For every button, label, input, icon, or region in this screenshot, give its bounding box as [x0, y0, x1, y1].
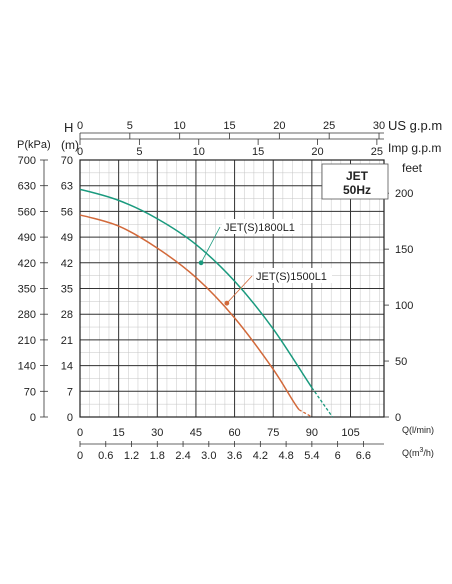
feet-tick-label: 150: [395, 244, 413, 256]
series-leader-line: [200, 226, 221, 263]
imp-gpm-tick-label: 0: [77, 146, 83, 158]
pressure-tick-label: 280: [18, 309, 36, 321]
grid: [79, 159, 385, 418]
flow-m3h-tick-label: 3.6: [227, 450, 242, 462]
us-gpm-tick-label: 5: [127, 120, 133, 132]
flow-m3h-tick-label: 4.8: [278, 450, 293, 462]
flow-l-min-tick-label: 105: [341, 427, 359, 439]
pressure-tick-label: 350: [18, 284, 36, 296]
axes: 0714212835424956637007014021028035042049…: [18, 120, 414, 462]
series-label-bg: [254, 268, 332, 283]
performance-curves: JET(S)1800L1 JET(S)1500L1: [79, 188, 334, 418]
us-gpm-tick-label: 10: [174, 120, 186, 132]
feet-tick-label: 100: [395, 300, 413, 312]
head-tick-label: 63: [61, 181, 73, 193]
model-badge-line2: 50Hz: [343, 183, 371, 197]
pressure-tick-label: 210: [18, 335, 36, 347]
imp-gpm-axis-title: Imp g.p.m: [388, 141, 441, 155]
pressure-tick-label: 490: [18, 232, 36, 244]
imp-gpm-tick-label: 20: [311, 146, 323, 158]
imp-gpm-tick-label: 5: [136, 146, 142, 158]
imp-gpm-tick-label: 10: [193, 146, 205, 158]
pressure-tick-label: 140: [18, 361, 36, 373]
pressure-tick-label: 420: [18, 258, 36, 270]
flow-m3h-tick-label: 4.2: [253, 450, 268, 462]
flow-m3h-tick-label: 2.4: [175, 450, 190, 462]
series-label-bg: [222, 219, 300, 234]
curve-tail-dashed: [298, 409, 313, 418]
us-gpm-tick-label: 25: [323, 120, 335, 132]
pressure-axis-title: P(kPa): [17, 139, 51, 151]
head-axis-title-h: H: [64, 120, 73, 135]
flow-l-min-tick-label: 75: [267, 427, 279, 439]
flow-m3h-tick-label: 0: [77, 450, 83, 462]
us-gpm-tick-label: 15: [223, 120, 235, 132]
curve-tail-dashed: [311, 387, 334, 418]
head-tick-label: 56: [61, 206, 73, 218]
us-gpm-axis-title: US g.p.m: [388, 118, 442, 133]
head-axis-title-m: (m): [61, 138, 79, 152]
flow-l-min-tick-label: 0: [77, 427, 83, 439]
pressure-tick-label: 700: [18, 155, 36, 167]
flow-m3h-tick-label: 6.6: [356, 450, 371, 462]
feet-tick-label: 50: [395, 356, 407, 368]
pressure-tick-label: 560: [18, 206, 36, 218]
head-tick-label: 70: [61, 155, 73, 167]
head-tick-label: 49: [61, 232, 73, 244]
flow-m3h-tick-label: 0.6: [98, 450, 113, 462]
flow-m3h-tick-label: 3.0: [201, 450, 216, 462]
head-tick-label: 35: [61, 284, 73, 296]
flow-m3h-tick-label: 6: [335, 450, 341, 462]
us-gpm-tick-label: 0: [77, 120, 83, 132]
pressure-tick-label: 0: [30, 412, 36, 424]
model-badge-line1: JET: [346, 169, 369, 183]
feet-tick-label: 0: [395, 412, 401, 424]
head-tick-label: 28: [61, 309, 73, 321]
flow-l-min-tick-label: 90: [306, 427, 318, 439]
head-tick-label: 0: [67, 412, 73, 424]
curve-jet-s-1500l1: [79, 214, 300, 411]
flow-l-min-tick-label: 30: [151, 427, 163, 439]
flow-m3h-tick-label: 1.2: [124, 450, 139, 462]
head-tick-label: 7: [67, 386, 73, 398]
flow-m3h-tick-label: 1.8: [150, 450, 165, 462]
feet-axis-title: feet: [402, 161, 423, 175]
flow-l-min-tick-label: 60: [228, 427, 240, 439]
flow-l-min-tick-label: 45: [190, 427, 202, 439]
series-label: JET(S)1500L1: [256, 271, 327, 283]
imp-gpm-tick-label: 25: [371, 146, 383, 158]
head-tick-label: 42: [61, 258, 73, 270]
curve-jet-s-1800l1: [79, 188, 313, 389]
feet-tick-label: 200: [395, 188, 413, 200]
plot-frame: [79, 159, 385, 418]
model-badge-box: [321, 163, 389, 200]
head-tick-label: 21: [61, 335, 73, 347]
flow-l-min-tick-label: 15: [113, 427, 125, 439]
flow-m3h-tick-label: 5.4: [304, 450, 319, 462]
series-label: JET(S)1800L1: [224, 222, 295, 234]
flow-m3h-axis-title: Q(m3/h): [402, 447, 434, 458]
us-gpm-tick-label: 20: [273, 120, 285, 132]
series-leader-line: [226, 275, 253, 304]
pressure-tick-label: 630: [18, 181, 36, 193]
pressure-tick-label: 70: [24, 386, 36, 398]
flow-l-min-axis-title: Q(l/min): [402, 425, 434, 435]
head-tick-label: 14: [61, 361, 73, 373]
us-gpm-tick-label: 30: [373, 120, 385, 132]
imp-gpm-tick-label: 15: [252, 146, 264, 158]
